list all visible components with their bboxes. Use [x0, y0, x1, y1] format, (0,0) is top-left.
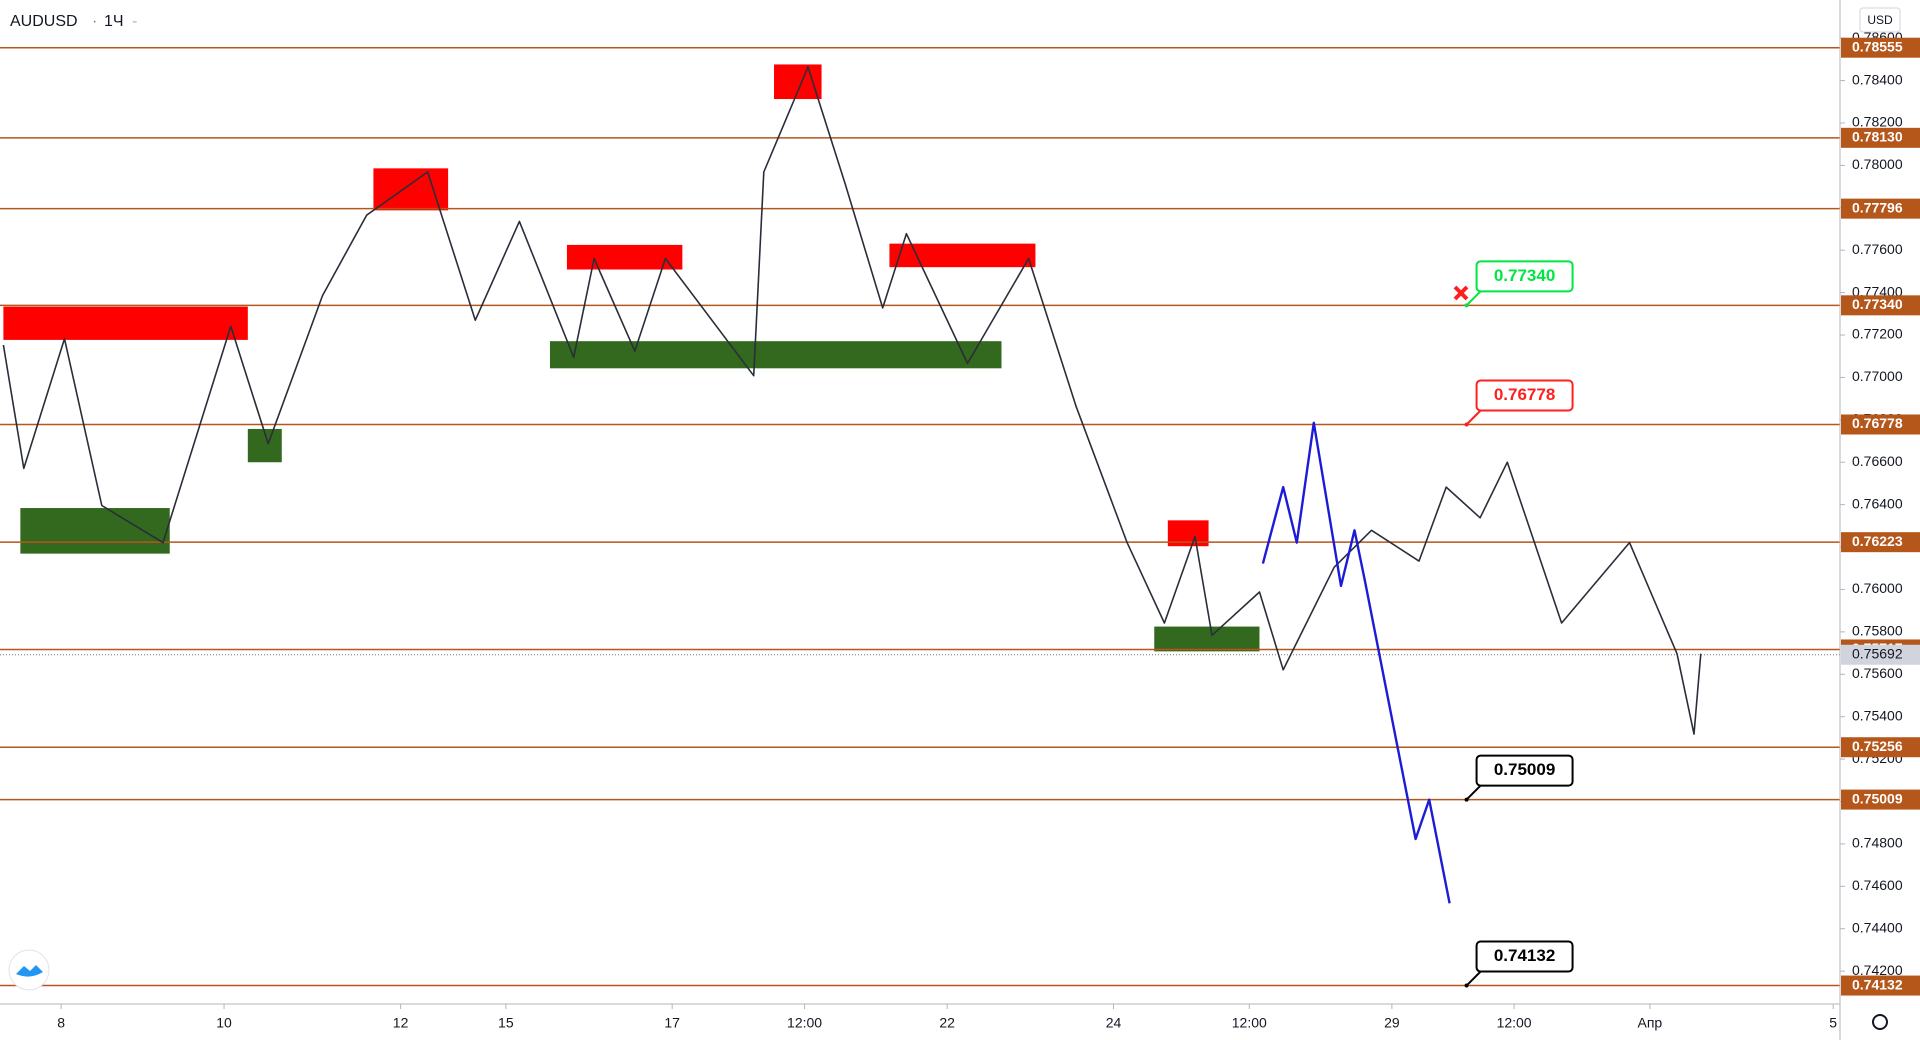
x-tick-label: 12:00: [1232, 1015, 1267, 1031]
currency: USD: [1867, 13, 1893, 27]
logo[interactable]: [8, 949, 50, 991]
callout-label: 0.74132: [1494, 946, 1555, 965]
y-tick-label: 0.78400: [1852, 71, 1903, 87]
zone: [20, 508, 170, 554]
settings-button[interactable]: [1872, 1014, 1888, 1030]
y-tick-label: 0.76400: [1852, 495, 1903, 511]
y-tick-label: 0.78000: [1852, 156, 1903, 172]
y-tick-label: 0.77400: [1852, 283, 1903, 299]
x-tick-label: 12:00: [787, 1015, 822, 1031]
level-tag-label: 0.76223: [1852, 533, 1903, 549]
x-tick-label: 10: [216, 1015, 232, 1031]
menu-dash[interactable]: -: [132, 13, 137, 30]
forecast-line: [1261, 421, 1451, 904]
y-tick-label: 0.74200: [1852, 962, 1903, 978]
y-tick-label: 0.76000: [1852, 580, 1903, 596]
level-tag-label: 0.74132: [1852, 976, 1903, 992]
axes: 0.742000.744000.746000.748000.750000.752…: [57, 29, 1920, 1031]
level-tag: [1841, 975, 1920, 996]
zone: [774, 64, 822, 100]
level-tag: [1841, 532, 1920, 553]
callout-anchor: [1464, 303, 1469, 308]
y-tick-label: 0.77200: [1852, 326, 1903, 342]
x-tick-label: 22: [939, 1015, 955, 1031]
level-tag: [1841, 414, 1920, 435]
zone: [373, 168, 449, 211]
x-tick-label: 29: [1384, 1015, 1400, 1031]
logo-icon: [16, 965, 43, 977]
currency-button[interactable]: [1859, 7, 1901, 33]
y-tick-label: 0.75800: [1852, 623, 1903, 639]
zone: [889, 243, 1036, 268]
level-tag-label: 0.76778: [1852, 415, 1903, 431]
x-tick-label: Апр: [1638, 1015, 1663, 1031]
callout-box: [1475, 260, 1574, 293]
level-tag-label: 0.78555: [1852, 38, 1903, 54]
y-tick-label: 0.76600: [1852, 453, 1903, 469]
level-tag-label: 0.77340: [1852, 296, 1903, 312]
level-tag-label: 0.75009: [1852, 790, 1903, 806]
y-tick-label: 0.77000: [1852, 368, 1903, 384]
y-tick-label: 0.77600: [1852, 241, 1903, 257]
current-price-tag: [1841, 644, 1920, 665]
level-tag: [1841, 37, 1920, 58]
y-tick-label: 0.78200: [1852, 114, 1903, 130]
level-tag-label: 0.75256: [1852, 738, 1903, 754]
level-tag: [1841, 789, 1920, 810]
callout-pointer: [1465, 970, 1482, 987]
callout-pointer: [1465, 409, 1482, 426]
plot-area: 0.77340 0.76778 0.75009 0.74132: [0, 46, 1840, 988]
x-tick-label: 24: [1106, 1015, 1122, 1031]
level-tag: [1841, 198, 1920, 219]
cancel-marker: [1453, 285, 1469, 301]
y-tick-label: 0.74800: [1852, 835, 1903, 851]
y-tick-label: 0.75600: [1852, 665, 1903, 681]
x-tick-label: 15: [498, 1015, 514, 1031]
interval: 1Ч: [104, 13, 124, 30]
price-axis-panel: [1840, 0, 1920, 1040]
zone: [1154, 626, 1260, 652]
zone: [549, 341, 1002, 369]
callout-anchor: [1464, 797, 1469, 802]
price-line: [2, 66, 1702, 735]
x-tick-label: 8: [57, 1015, 65, 1031]
callout-box: [1475, 940, 1574, 973]
callout-anchor: [1464, 422, 1469, 427]
y-tick-label: 0.75400: [1852, 707, 1903, 723]
y-tick-label: 0.74600: [1852, 877, 1903, 893]
level-tag: [1841, 295, 1920, 316]
zone: [566, 244, 683, 270]
level-tag: [1841, 127, 1920, 148]
y-tick-label: 0.74400: [1852, 919, 1903, 935]
callout-label: 0.75009: [1494, 760, 1555, 779]
callout-label: 0.77340: [1494, 266, 1555, 285]
zone: [3, 306, 248, 340]
callout-box: [1475, 754, 1574, 787]
x-tick-label: 12:00: [1497, 1015, 1532, 1031]
x-tick-label: 12: [393, 1015, 409, 1031]
level-tag-label: 0.78130: [1852, 129, 1903, 145]
callout-pointer: [1465, 784, 1482, 801]
callout-box: [1475, 379, 1574, 412]
symbol: AUDUSD: [10, 13, 78, 30]
x-tick-label: 17: [664, 1015, 680, 1031]
callout-label: 0.76778: [1494, 385, 1555, 404]
callout-pointer: [1465, 290, 1482, 307]
current-price-label: 0.75692: [1852, 645, 1903, 661]
level-tag: [1841, 737, 1920, 758]
level-tag-label: 0.77796: [1852, 199, 1903, 215]
callout-anchor: [1464, 983, 1469, 988]
x-tick-label: 5: [1829, 1015, 1837, 1031]
separator: ·: [92, 13, 97, 30]
